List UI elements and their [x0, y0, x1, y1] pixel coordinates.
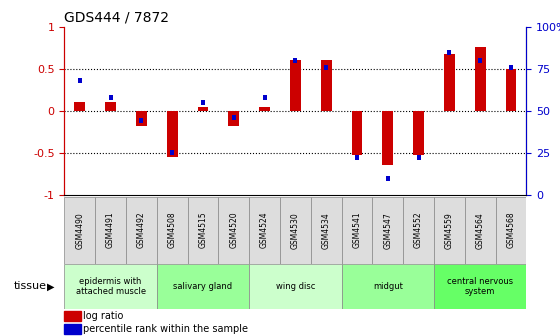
Text: tissue: tissue: [14, 282, 47, 291]
Text: GSM4515: GSM4515: [198, 212, 208, 249]
Bar: [263, 95, 267, 100]
Text: GSM4541: GSM4541: [352, 212, 362, 249]
Bar: [64, 324, 81, 334]
Text: GSM4530: GSM4530: [291, 212, 300, 249]
Bar: [201, 100, 205, 105]
Text: wing disc: wing disc: [276, 282, 315, 291]
Bar: [434, 264, 526, 309]
Bar: [64, 264, 157, 309]
Bar: [170, 151, 174, 155]
Bar: [417, 155, 421, 161]
Bar: [509, 65, 513, 70]
Bar: [188, 197, 218, 264]
Bar: [64, 311, 81, 321]
Text: GSM4534: GSM4534: [321, 212, 331, 249]
Bar: [434, 197, 465, 264]
Text: GSM4490: GSM4490: [75, 212, 85, 249]
Bar: [496, 197, 526, 264]
Text: GSM4492: GSM4492: [137, 212, 146, 249]
Bar: [78, 78, 82, 83]
Bar: [232, 115, 236, 120]
Bar: [355, 155, 359, 161]
Text: GSM4524: GSM4524: [260, 212, 269, 249]
Text: GSM4547: GSM4547: [383, 212, 393, 249]
Text: ▶: ▶: [46, 282, 54, 291]
Bar: [386, 175, 390, 181]
Text: GSM4491: GSM4491: [106, 212, 115, 249]
Bar: [167, 111, 178, 157]
Text: GSM4508: GSM4508: [167, 212, 177, 249]
Text: epidermis with
attached muscle: epidermis with attached muscle: [76, 277, 146, 296]
Bar: [126, 197, 157, 264]
Bar: [465, 197, 496, 264]
Text: GSM4564: GSM4564: [475, 212, 485, 249]
Bar: [157, 197, 188, 264]
Text: percentile rank within the sample: percentile rank within the sample: [83, 324, 248, 334]
Bar: [157, 264, 249, 309]
Bar: [447, 50, 451, 55]
Bar: [324, 65, 328, 70]
Bar: [342, 197, 372, 264]
Bar: [109, 95, 113, 100]
Bar: [290, 60, 301, 111]
Bar: [444, 54, 455, 111]
Text: GSM4568: GSM4568: [506, 212, 516, 249]
Bar: [311, 197, 342, 264]
Text: GSM4559: GSM4559: [445, 212, 454, 249]
Bar: [352, 111, 362, 155]
Bar: [280, 197, 311, 264]
Bar: [139, 119, 143, 124]
Bar: [228, 111, 239, 126]
Text: GSM4552: GSM4552: [414, 212, 423, 249]
Text: central nervous
system: central nervous system: [447, 277, 514, 296]
Bar: [413, 111, 424, 155]
Bar: [259, 107, 270, 111]
Bar: [64, 197, 95, 264]
Text: GSM4520: GSM4520: [229, 212, 239, 249]
Bar: [218, 197, 249, 264]
Bar: [293, 58, 297, 63]
Bar: [372, 197, 403, 264]
Bar: [95, 197, 126, 264]
Bar: [249, 197, 280, 264]
Bar: [249, 264, 342, 309]
Bar: [475, 47, 486, 111]
Bar: [403, 197, 434, 264]
Bar: [74, 102, 85, 111]
Text: salivary gland: salivary gland: [174, 282, 232, 291]
Text: log ratio: log ratio: [83, 311, 123, 321]
Bar: [382, 111, 393, 166]
Bar: [342, 264, 434, 309]
Text: GDS444 / 7872: GDS444 / 7872: [64, 10, 169, 24]
Bar: [478, 58, 482, 63]
Text: midgut: midgut: [373, 282, 403, 291]
Bar: [105, 102, 116, 111]
Bar: [321, 60, 332, 111]
Bar: [506, 69, 516, 111]
Bar: [198, 107, 208, 111]
Bar: [136, 111, 147, 126]
